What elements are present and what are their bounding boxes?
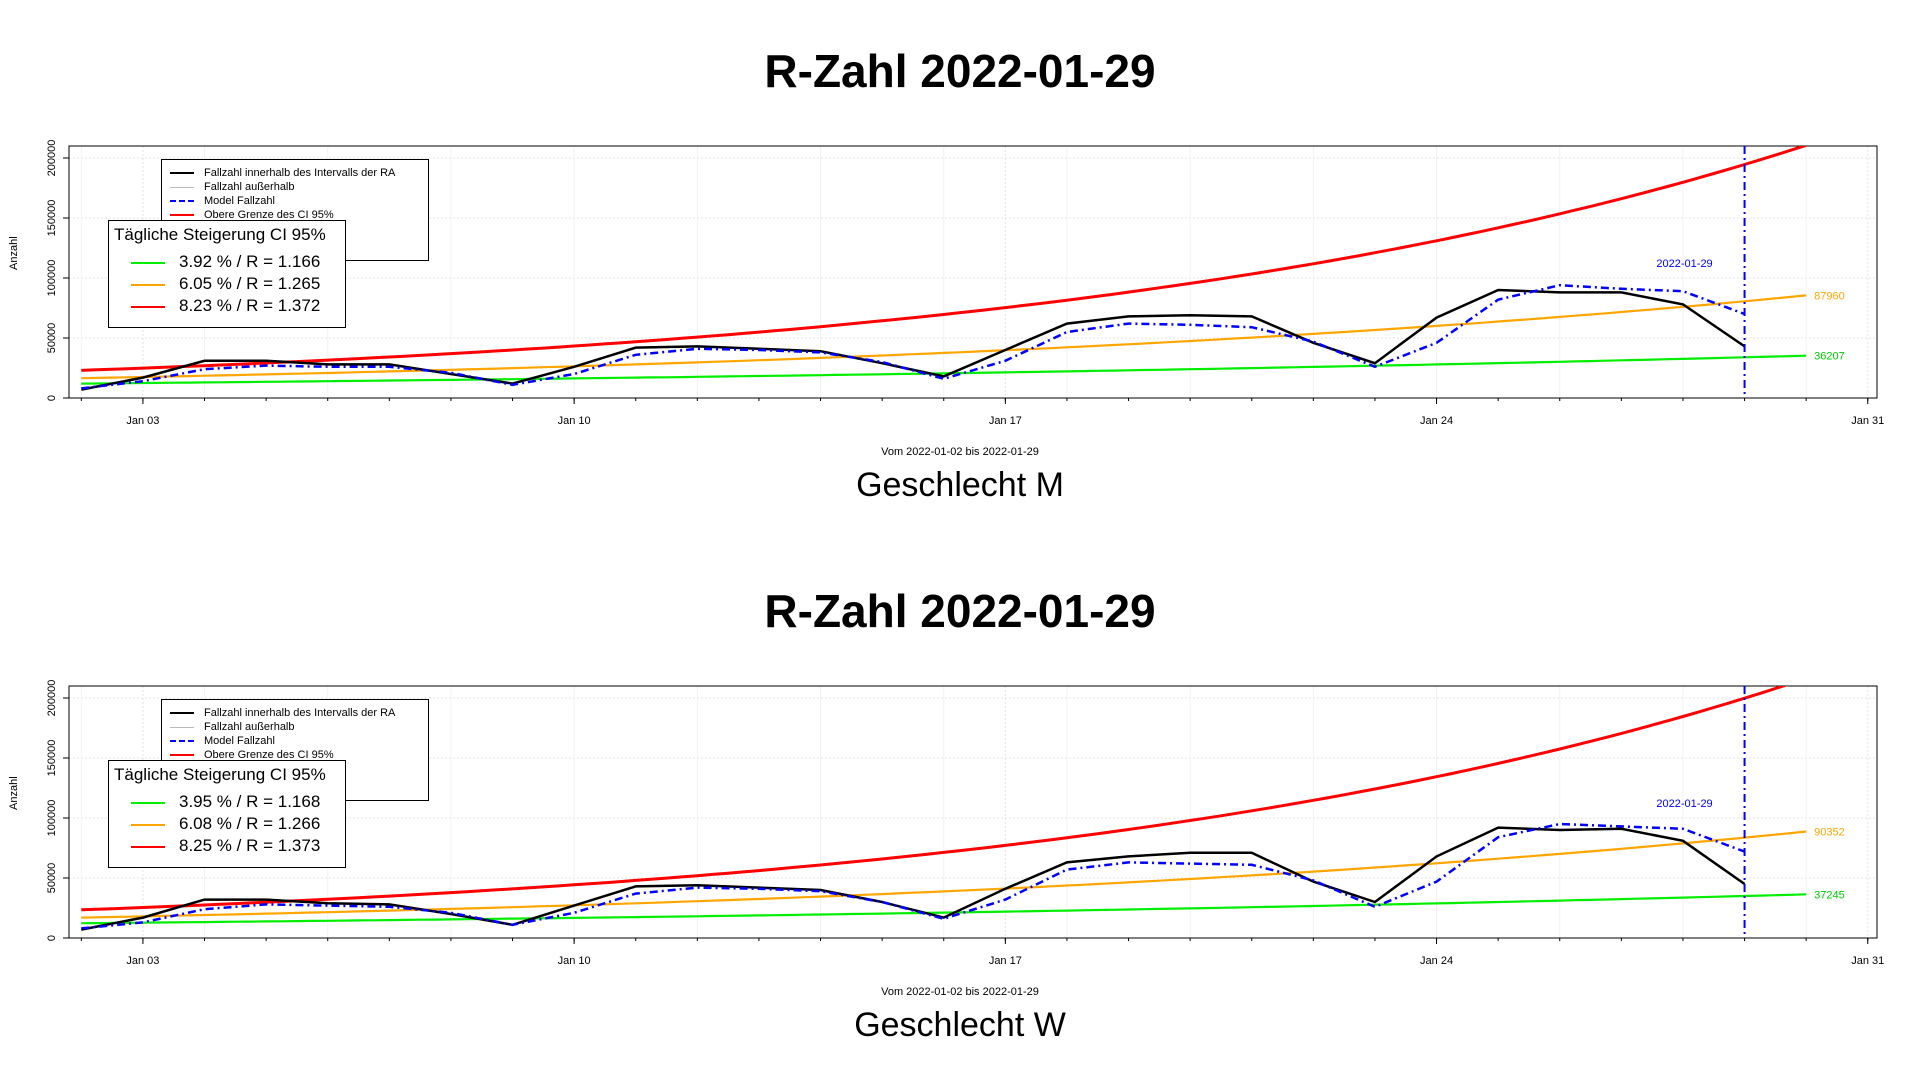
mid-rate-curve <box>81 830 1807 919</box>
legend-swatch <box>170 740 194 743</box>
ci-legend-text: 8.23 % / R = 1.372 <box>179 296 321 315</box>
y-tick-label: 50000 <box>46 863 58 894</box>
mid-rate-curve <box>81 294 1807 380</box>
ci-legend-item: 8.23 % / R = 1.372 <box>131 295 320 317</box>
y-tick-label: 150000 <box>46 740 58 777</box>
ci-legend-text: 3.95 % / R = 1.168 <box>179 792 321 811</box>
x-tick-label: Jan 10 <box>558 415 591 427</box>
chart-panel-2: R-Zahl 2022-01-29 0 50000 100000 150000 2000… <box>0 540 1920 1080</box>
ci-legend-title: Tägliche Steigerung CI 95% <box>114 765 326 784</box>
end-label-orange: 87960 <box>1814 290 1845 302</box>
model-case-line <box>81 822 1746 930</box>
legend-label: Fallzahl innerhalb des Intervalls der RA <box>204 707 396 719</box>
upper-ci-curve <box>81 686 1788 912</box>
end-label-green: 37245 <box>1814 889 1845 901</box>
date-marker-label: 2022-01-29 <box>1656 258 1712 270</box>
ci-swatch <box>131 801 165 804</box>
lower-rate-curve <box>81 354 1807 385</box>
legend-item: Obere Grenze des CI 95% <box>170 748 334 762</box>
chart-title: R-Zahl 2022-01-29 <box>764 45 1156 97</box>
series-group <box>81 686 1807 931</box>
y-tick-label: 0 <box>46 395 58 401</box>
ci-swatch <box>131 845 165 848</box>
legend-label: Fallzahl außerhalb <box>204 181 295 193</box>
ci-legend: Tägliche Steigerung CI 95% 3.92 % / R = … <box>108 220 346 328</box>
plot-frame <box>68 145 1878 399</box>
legend-label: Obere Grenze des CI 95% <box>204 209 334 221</box>
ci-legend-text: 3.92 % / R = 1.166 <box>179 252 321 271</box>
end-label-orange: 90352 <box>1814 826 1845 838</box>
y-tick-label: 200000 <box>46 140 58 177</box>
legend-item: Fallzahl außerhalb <box>170 180 295 194</box>
ci-legend-item: 6.08 % / R = 1.266 <box>131 813 320 835</box>
y-tick-label: 150000 <box>46 200 58 237</box>
ci-legend-item: 3.95 % / R = 1.168 <box>131 791 320 813</box>
y-tick-label: 200000 <box>46 680 58 717</box>
x-tick-label: Jan 31 <box>1851 955 1884 967</box>
legend-label: Fallzahl außerhalb <box>204 721 295 733</box>
ci-legend-text: 6.08 % / R = 1.266 <box>179 814 321 833</box>
legend-swatch <box>170 754 194 757</box>
lower-rate-curve <box>81 893 1807 925</box>
date-range-label: Vom 2022-01-02 bis 2022-01-29 <box>881 986 1039 998</box>
upper-ci-curve <box>81 146 1807 372</box>
ci-swatch <box>131 283 165 286</box>
chart-panel-1: R-Zahl 2022-01-29 0 50000 100000 150000 2000… <box>8 45 1884 504</box>
gender-caption: Geschlecht M <box>856 466 1064 504</box>
y-axis-label: Anzahl <box>8 236 20 270</box>
legend-item: Model Fallzahl <box>170 194 275 208</box>
y-tick-label: 50000 <box>46 323 58 354</box>
plot-frame <box>68 685 1878 939</box>
ci-legend-item: 3.92 % / R = 1.166 <box>131 251 320 273</box>
legend-item: Fallzahl innerhalb des Intervalls der RA <box>170 166 395 180</box>
end-label-green: 36207 <box>1814 351 1845 363</box>
legend-swatch <box>170 200 194 203</box>
x-tick-label: Jan 10 <box>558 955 591 967</box>
legend-label: Model Fallzahl <box>204 195 275 207</box>
x-tick-label: Jan 17 <box>989 415 1022 427</box>
gender-caption: Geschlecht W <box>854 1006 1066 1044</box>
x-tick-label: Jan 17 <box>989 955 1022 967</box>
ci-swatch <box>131 305 165 308</box>
legend-swatch <box>170 186 194 188</box>
x-tick-label: Jan 31 <box>1851 415 1884 427</box>
y-axis-label: Anzahl <box>8 776 20 810</box>
model-case-line <box>81 283 1746 390</box>
ci-legend-title: Tägliche Steigerung CI 95% <box>114 225 326 244</box>
legend-item: Fallzahl außerhalb <box>170 720 295 734</box>
ci-legend-text: 6.05 % / R = 1.265 <box>179 274 321 293</box>
legend-swatch <box>170 726 194 728</box>
ci-legend-text: 8.25 % / R = 1.373 <box>179 836 321 855</box>
date-range-label: Vom 2022-01-02 bis 2022-01-29 <box>881 446 1039 458</box>
legend-swatch <box>170 172 194 175</box>
legend-item: Obere Grenze des CI 95% <box>170 208 334 222</box>
ci-swatch <box>131 823 165 826</box>
chart-title: R-Zahl 2022-01-29 <box>764 585 1156 637</box>
legend-label: Fallzahl innerhalb des Intervalls der RA <box>204 167 396 179</box>
x-tick-label: Jan 24 <box>1420 955 1453 967</box>
legend-label: Obere Grenze des CI 95% <box>204 749 334 761</box>
x-tick-label: Jan 24 <box>1420 415 1453 427</box>
y-tick-label: 100000 <box>46 800 58 837</box>
legend-item: Fallzahl innerhalb des Intervalls der RA <box>170 706 395 720</box>
legend-swatch <box>170 214 194 217</box>
series-group <box>81 146 1807 391</box>
ci-legend-item: 6.05 % / R = 1.265 <box>131 273 320 295</box>
ci-legend: Tägliche Steigerung CI 95% 3.95 % / R = … <box>108 760 346 868</box>
y-tick-label: 0 <box>46 935 58 941</box>
x-tick-label: Jan 03 <box>126 955 159 967</box>
date-marker-label: 2022-01-29 <box>1656 798 1712 810</box>
legend-item: Model Fallzahl <box>170 734 275 748</box>
y-tick-label: 100000 <box>46 260 58 297</box>
ci-swatch <box>131 261 165 264</box>
legend-swatch <box>170 712 194 715</box>
x-tick-label: Jan 03 <box>126 415 159 427</box>
legend-label: Model Fallzahl <box>204 735 275 747</box>
ci-legend-item: 8.25 % / R = 1.373 <box>131 835 320 857</box>
